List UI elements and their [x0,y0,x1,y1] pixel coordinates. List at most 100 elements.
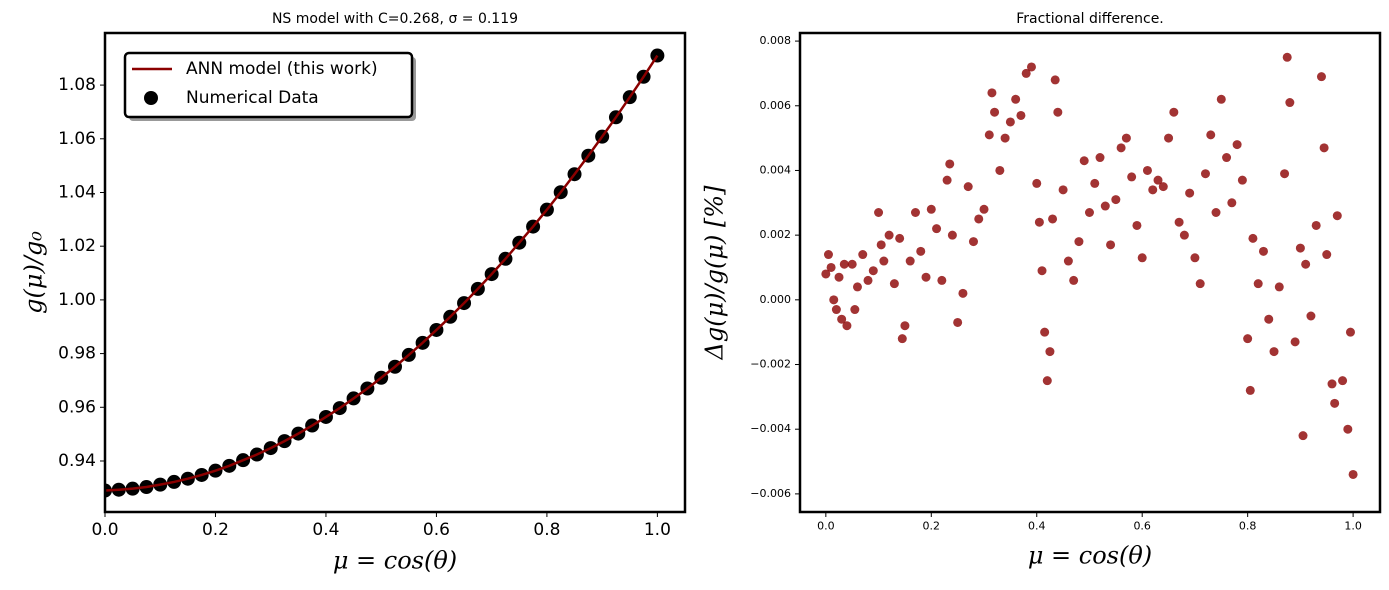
data-point [1121,133,1131,143]
data-point [1211,208,1221,218]
data-point [1050,75,1060,85]
y-tick-label: 1.04 [58,182,96,202]
data-point [947,230,957,240]
y-tick-label: 0.000 [760,293,792,306]
data-point [1179,230,1189,240]
data-point [850,305,860,315]
data-point [1169,107,1179,117]
data-point [1132,220,1142,230]
data-point [858,250,868,260]
data-point [1316,72,1326,82]
data-point [847,259,857,269]
data-point [926,204,936,214]
data-point [1245,385,1255,395]
data-point [1298,431,1308,441]
data-point [990,107,1000,117]
data-point [1045,347,1055,357]
data-point [823,250,833,260]
data-point [1253,279,1263,289]
data-point [1264,314,1274,324]
data-point [1295,243,1305,253]
y-tick-label: 0.98 [58,344,96,364]
data-point [1206,130,1216,140]
data-point [834,272,844,282]
data-point [974,214,984,224]
data-point [1319,143,1329,153]
x-tick-label: 1.0 [644,520,671,540]
legend-box [123,51,414,119]
x-tick-label: 0.2 [202,520,229,540]
y-tick-label: 0.006 [760,99,792,112]
plot-area [105,48,665,498]
data-point [1237,175,1247,185]
data-point [842,321,852,331]
y-tick-label: 0.004 [760,163,792,176]
data-point [1011,94,1021,104]
data-point [1232,140,1242,150]
data-point [839,259,849,269]
data-point [852,282,862,292]
data-point [910,208,920,218]
data-point [1058,185,1068,195]
plot-frame [103,31,687,514]
data-point [1164,133,1174,143]
y-axis-label: g(μ)/g₀ [20,231,48,314]
data-point [953,317,963,327]
x-tick-label: 0.0 [91,520,118,540]
data-point [958,288,968,298]
data-point [889,279,899,289]
data-point [1026,62,1036,72]
data-point [921,272,931,282]
data-point [1274,282,1284,292]
data-point [1074,237,1084,247]
y-tick-label: 1.06 [58,129,96,149]
y-tick-label: −0.002 [750,358,791,371]
chart-title: Fractional difference. [1016,11,1164,27]
x-tick-label: 0.2 [923,520,941,533]
data-point [1269,347,1279,357]
data-point [829,295,839,305]
x-axis-label: μ = cos(θ) [1028,542,1152,570]
data-point [942,175,952,185]
y-tick-label: 0.008 [760,34,792,47]
y-axis-label: Δg(μ)/g(μ) [%] [701,185,729,361]
data-point [1338,376,1348,386]
data-point [1322,250,1332,260]
data-point [937,275,947,285]
x-tick-label: 1.0 [1344,520,1362,533]
data-point [1116,143,1126,153]
data-point [1127,172,1137,182]
data-point [895,233,905,243]
data-point [1222,153,1232,163]
plot-area [821,52,1358,479]
data-point [1200,169,1210,179]
data-point [1330,398,1340,408]
data-point [826,262,836,272]
data-point [1258,246,1268,256]
data-point [916,246,926,256]
data-point [821,269,831,279]
data-point [1111,195,1121,205]
data-point [1185,188,1195,198]
x-tick-label: 0.4 [1028,520,1046,533]
data-point [1280,169,1290,179]
data-point [1000,133,1010,143]
plot-frame [798,31,1382,514]
y-tick-label: 1.02 [58,236,96,256]
data-point [831,305,841,315]
x-tick-label: 0.6 [1133,520,1151,533]
data-point [1158,182,1168,192]
data-point [879,256,889,266]
y-tick-label: −0.004 [750,422,791,435]
y-tick-label: 0.94 [58,451,96,471]
data-point [897,334,907,344]
data-point [995,165,1005,175]
data-point [1063,256,1073,266]
data-point [1079,156,1089,166]
data-point [979,204,989,214]
data-point [1311,220,1321,230]
data-point [1345,327,1355,337]
data-point [1005,117,1015,127]
y-tick-label: 1.00 [58,290,96,310]
data-point [1216,94,1226,104]
